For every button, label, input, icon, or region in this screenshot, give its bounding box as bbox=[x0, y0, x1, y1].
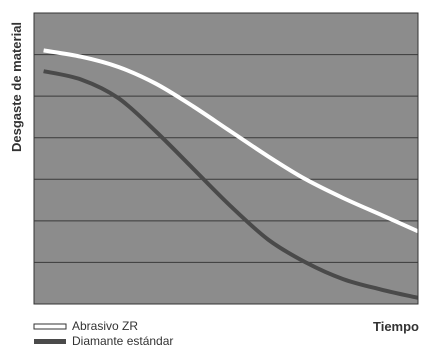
legend-label-diamante-estandar: Diamante estándar bbox=[72, 334, 173, 348]
series-line-diamante-estandar bbox=[43, 69, 419, 300]
legend: Abrasivo ZR Diamante estándar bbox=[33, 319, 173, 348]
legend-item-abrasivo-zr: Abrasivo ZR bbox=[33, 319, 138, 333]
grid-lines bbox=[34, 54, 418, 263]
y-axis-label: Desgaste de material bbox=[9, 22, 24, 152]
legend-label-abrasivo-zr: Abrasivo ZR bbox=[72, 319, 138, 333]
legend-swatch-diamante-estandar bbox=[34, 339, 66, 344]
x-axis-label: Tiempo bbox=[373, 319, 419, 334]
plot-frame bbox=[33, 12, 419, 305]
series-layer bbox=[43, 48, 419, 300]
legend-swatch-abrasivo-zr bbox=[33, 323, 67, 330]
series-line-abrasivo-zr bbox=[43, 48, 419, 234]
plot-area bbox=[34, 13, 418, 304]
legend-item-diamante-estandar: Diamante estándar bbox=[34, 334, 173, 348]
